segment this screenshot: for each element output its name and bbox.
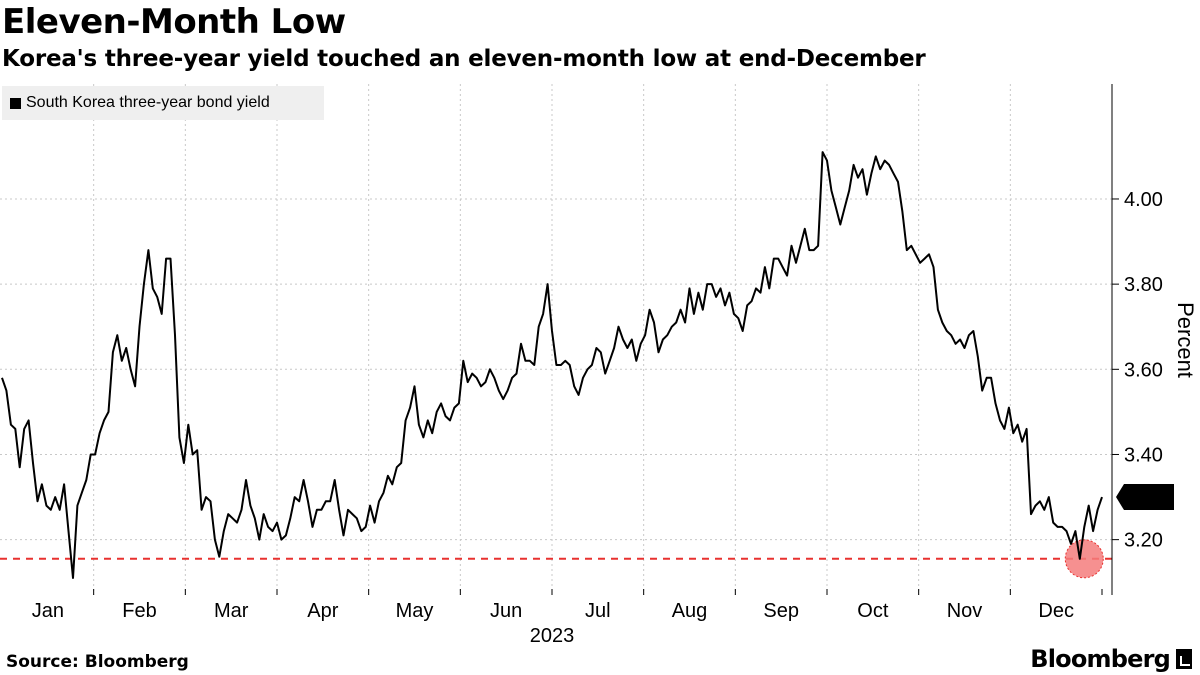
x-tick-label: Jul bbox=[585, 600, 611, 622]
chart-subtitle: Korea's three-year yield touched an elev… bbox=[2, 46, 926, 72]
legend: South Korea three-year bond yield bbox=[2, 86, 324, 120]
y-tick-label: 3.40 bbox=[1124, 444, 1163, 466]
x-tick-label: Sep bbox=[763, 600, 799, 622]
y-tick-label: 3.80 bbox=[1124, 274, 1163, 296]
gridlines bbox=[0, 84, 1112, 595]
x-tick-label: Nov bbox=[947, 600, 983, 622]
x-tick-label: Dec bbox=[1038, 600, 1074, 622]
x-tick-label: Apr bbox=[307, 600, 338, 622]
x-axis-year-label: 2023 bbox=[530, 625, 575, 647]
x-tick-label: Mar bbox=[214, 600, 249, 622]
low-point-highlight bbox=[1064, 539, 1104, 579]
bloomberg-chart-icon bbox=[1176, 649, 1192, 669]
y-tick-label: 3.20 bbox=[1124, 530, 1163, 552]
series-line bbox=[1, 151, 1103, 579]
last-value-label: 3.30 bbox=[1125, 487, 1164, 509]
series-layer bbox=[1, 151, 1103, 579]
axes: 3.20 3.40 3.60 3.80 4.00 Jan Feb Mar Apr May Jun Ju… bbox=[32, 84, 1174, 622]
source-note: Source: Bloomberg bbox=[6, 652, 189, 672]
x-tick-label: Oct bbox=[857, 600, 889, 622]
legend-swatch bbox=[10, 97, 21, 109]
last-value-tag-bg bbox=[1116, 484, 1174, 511]
y-tick-label: 4.00 bbox=[1124, 189, 1163, 211]
brand-name: Bloomberg bbox=[1030, 645, 1171, 673]
legend-label: South Korea three-year bond yield bbox=[26, 94, 270, 111]
last-value-tag: 3.30 bbox=[1116, 484, 1174, 511]
x-tick-label: Jan bbox=[32, 600, 64, 622]
y-tick-label: 3.60 bbox=[1124, 359, 1163, 381]
y-axis-title: Percent bbox=[1173, 302, 1198, 378]
chart-title: Eleven-Month Low bbox=[2, 2, 346, 42]
x-tick-label: Feb bbox=[122, 600, 156, 622]
x-tick-label: May bbox=[396, 600, 434, 622]
x-tick-label: Aug bbox=[672, 600, 708, 622]
brand-logo: Bloomberg bbox=[1030, 645, 1192, 673]
reference-layer bbox=[0, 539, 1112, 579]
x-tick-label: Jun bbox=[490, 600, 522, 622]
